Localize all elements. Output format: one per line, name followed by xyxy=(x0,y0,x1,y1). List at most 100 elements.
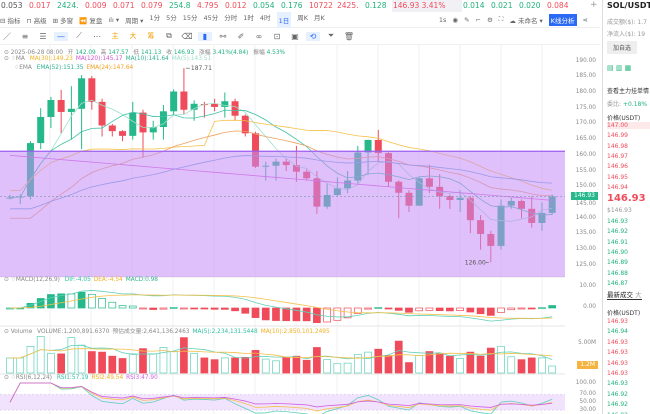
interval-tab[interactable]: 1日 xyxy=(276,11,292,28)
ticker-item[interactable]: 10722 xyxy=(309,1,333,10)
channel-tool-icon[interactable]: ☰ xyxy=(39,31,47,41)
speed-button[interactable]: 1s xyxy=(438,15,447,24)
interval-tab[interactable]: 4时 xyxy=(259,13,271,22)
hlines-tool-icon[interactable]: ≡ xyxy=(21,31,29,41)
ticker-item[interactable]: 0.176 xyxy=(281,1,303,10)
volume-bar xyxy=(282,356,291,374)
cloud-layout-dropdown[interactable]: ☁ 未命名 ▾ xyxy=(509,16,543,25)
ruler-tool-icon[interactable]: ⟋ xyxy=(76,31,82,40)
interval-tab[interactable]: 月K xyxy=(313,13,325,22)
trade-row[interactable]: 146.93 xyxy=(607,370,628,377)
trade-row[interactable]: 146.93 xyxy=(607,318,628,325)
period-dropdown[interactable]: 周期 ▾ xyxy=(125,16,144,25)
chart-canvas[interactable]: 187.71 126.00 xyxy=(0,45,565,414)
ask-row[interactable]: 146.97 xyxy=(607,152,628,160)
interval-tab[interactable]: 45分 xyxy=(203,13,219,22)
trade-row[interactable]: 146.93 xyxy=(607,338,628,346)
chart-type-dropdown[interactable]: ılı ▾ xyxy=(108,15,120,24)
trade-row[interactable]: 146.93 xyxy=(607,380,628,388)
ask-row[interactable]: 146.98 xyxy=(607,142,628,150)
image-icon[interactable]: ▣ xyxy=(291,31,299,41)
ticker-item[interactable]: 254.8 xyxy=(169,1,191,10)
orderbook-view-icons[interactable]: ▤ ▥ ▦ xyxy=(607,64,632,72)
ticker-item[interactable]: 0.014 xyxy=(463,1,485,10)
volume-bar xyxy=(384,355,393,374)
indicators-button[interactable]: ⊟ 指标 xyxy=(0,16,21,25)
filter-icon[interactable]: ⏷ xyxy=(327,31,335,40)
trade-row[interactable]: 146.92 xyxy=(607,401,628,409)
trade-row[interactable]: 146.92 xyxy=(607,412,628,414)
eraser-icon[interactable]: ⌫ xyxy=(181,31,193,41)
ticker-item[interactable]: 0.021 xyxy=(491,1,513,10)
ticker-item[interactable]: 0.054 xyxy=(253,1,275,10)
ask-row[interactable]: 146.94 xyxy=(607,183,628,191)
interval-tab[interactable]: 5分 xyxy=(166,13,177,22)
view-main-orders[interactable]: 查看主力挂单情 xyxy=(607,88,650,95)
trade-row[interactable]: 146.93 xyxy=(607,359,628,367)
ticker-item[interactable]: 0.079 xyxy=(141,1,163,10)
share-icon[interactable]: ⋖ xyxy=(582,15,588,24)
bid-row[interactable]: 146.87 xyxy=(607,279,628,287)
interval-tab[interactable]: 15分 xyxy=(182,13,198,22)
magnet-icon[interactable]: ⟲ xyxy=(306,31,320,41)
macd-bar xyxy=(343,307,352,319)
price-axis[interactable]: 190.00 185.00 180.00 175.00 170.00 165.00 160.… xyxy=(565,45,600,414)
tab-latest-trades[interactable]: 最新成交 大 xyxy=(607,291,642,300)
ticker-item[interactable]: 0.084 xyxy=(547,1,569,10)
bid-row[interactable]: 146.93 xyxy=(607,218,628,225)
ticker-item[interactable]: 0.128 xyxy=(365,1,387,10)
lock-icon[interactable]: ⊡ xyxy=(273,31,281,41)
pencil-icon[interactable]: ✎ xyxy=(464,15,470,24)
trade-row[interactable]: 146.94 xyxy=(607,328,628,336)
ticker-item[interactable]: 0.053 xyxy=(1,1,23,10)
trade-row[interactable]: 146.92 xyxy=(607,390,628,398)
interval-tab[interactable]: 1分 xyxy=(149,13,161,22)
ticker-item[interactable]: 2425. xyxy=(337,1,359,10)
multi-window-button[interactable]: ⊞ 多窗 xyxy=(52,16,74,25)
ticker-item[interactable]: 0.017 xyxy=(29,1,51,10)
trash-icon[interactable]: 🗑 xyxy=(343,31,355,41)
line-tool-icon[interactable]: ／ xyxy=(3,31,11,41)
brush-icon[interactable]: ✐ xyxy=(237,31,245,41)
ticker-item[interactable]: 4.795 xyxy=(197,1,219,10)
big-order-button[interactable]: 大 xyxy=(129,32,137,40)
net-inflow: 净流入($): 19 xyxy=(607,31,646,38)
ticker-item[interactable]: 0.009 xyxy=(85,1,107,10)
ticker-item[interactable]: 2424. xyxy=(57,1,79,10)
interval-tab[interactable]: 1时 xyxy=(243,13,254,22)
ticker-item[interactable]: 0.071 xyxy=(113,1,135,10)
bid-row[interactable]: 146.90 xyxy=(607,248,628,256)
bookmark-icon[interactable]: ▮ xyxy=(198,31,212,41)
interval-tab[interactable]: 分时 xyxy=(224,13,238,22)
more-tools-icon[interactable]: ⋯ xyxy=(93,31,101,41)
horizontal-line-tool-icon[interactable]: — xyxy=(54,31,68,41)
replay-button[interactable]: ⏪ 复盘 xyxy=(79,16,103,25)
link-icon[interactable]: ⚯ xyxy=(219,31,227,41)
copy-icon[interactable]: ⧉ xyxy=(166,31,172,40)
bid-row[interactable]: 146.92 xyxy=(607,228,628,236)
axis-tick-label: 170.00 xyxy=(575,120,596,127)
trade-row[interactable]: 146.93 xyxy=(607,349,628,357)
bid-row[interactable]: 146.89 xyxy=(607,259,628,267)
expand-icon[interactable]: ⌐ xyxy=(475,15,481,24)
ask-row[interactable]: 146.96 xyxy=(607,163,628,171)
glasses-icon[interactable]: ∞ xyxy=(255,31,263,41)
advanced-button[interactable]: ⊓ 高级 xyxy=(26,16,47,25)
settings-icon[interactable]: ⚙ xyxy=(486,15,493,24)
ask-row[interactable]: 147.00 xyxy=(607,122,650,129)
main-chart-button[interactable]: 主 xyxy=(111,32,119,40)
ticker-item[interactable]: 146.93 3.41% xyxy=(392,0,462,12)
camera-icon[interactable]: ◉ xyxy=(452,15,459,24)
add-watchlist-button[interactable]: 加自选 xyxy=(607,41,638,54)
interval-tab[interactable]: 周K xyxy=(297,13,308,22)
kline-analysis-button[interactable]: K线分析 xyxy=(548,13,577,26)
ticker-item[interactable]: 0.012 xyxy=(225,1,247,10)
add-ticker-button[interactable]: + xyxy=(590,0,598,10)
bid-row[interactable]: 146.88 xyxy=(607,269,628,277)
ticker-item[interactable]: 0.020 xyxy=(519,1,541,10)
ask-row[interactable]: 146.99 xyxy=(607,132,628,140)
chip-button[interactable]: 筹 xyxy=(147,32,155,40)
fullscreen-icon[interactable]: ⛶ xyxy=(498,15,504,23)
ask-row[interactable]: 146.95 xyxy=(607,173,628,181)
bid-row[interactable]: 146.91 xyxy=(607,238,628,246)
